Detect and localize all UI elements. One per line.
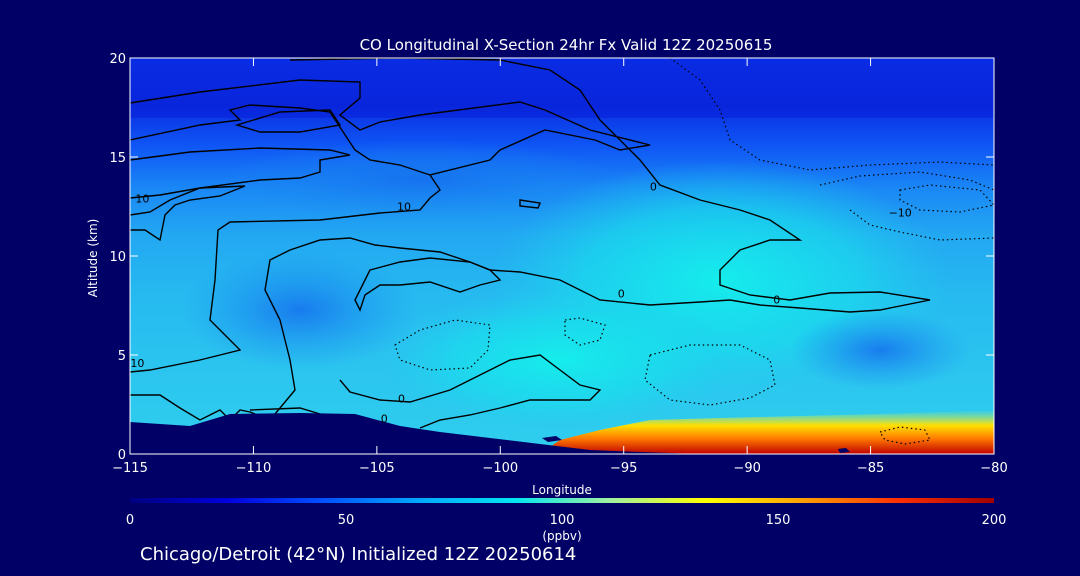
contour-solid <box>130 104 431 176</box>
contour-dotted <box>564 317 606 346</box>
colorbar: 0 50 100 150 200 <box>126 498 1007 528</box>
y-tick-label: 20 <box>109 52 126 67</box>
x-tick-label: −95 <box>610 461 637 476</box>
surface-pollution-layer <box>540 410 994 454</box>
contour-lines-dotted <box>394 58 994 445</box>
terrain <box>130 413 994 454</box>
x-tick-label: −115 <box>112 461 148 476</box>
colorbar-tick-label: 150 <box>766 513 791 528</box>
x-axis-label: Longitude <box>532 483 592 497</box>
contour-solid <box>339 354 602 429</box>
contour-label: −10 <box>889 206 912 219</box>
terrain-bump <box>542 436 562 442</box>
upper-dark-band <box>130 58 994 118</box>
plot-area <box>130 58 994 454</box>
contour-label: 10 <box>135 193 149 206</box>
contour-label: 0 <box>381 412 388 425</box>
y-tick-label: 15 <box>109 151 126 166</box>
footer-caption: Chicago/Detroit (42°N) Initialized 12Z 2… <box>140 544 576 565</box>
blue-region <box>180 250 420 370</box>
contour-label: 10 <box>397 200 411 213</box>
contour-dotted <box>394 319 491 371</box>
contour-label: 0 <box>650 181 657 194</box>
x-tick-label: −80 <box>980 461 1007 476</box>
contour-solid <box>234 109 342 133</box>
contour-solid <box>130 58 931 421</box>
axes <box>129 57 995 455</box>
contour-solid <box>519 199 541 209</box>
colorbar-tick-label: 200 <box>982 513 1007 528</box>
chart-title: CO Longitudinal X-Section 24hr Fx Valid … <box>360 36 773 54</box>
terrain-bump <box>838 448 850 453</box>
colorbar-ramp <box>130 498 994 503</box>
blue-region <box>790 310 970 390</box>
colorbar-tick-label: 100 <box>550 513 575 528</box>
colorbar-units: (ppbv) <box>542 529 581 543</box>
contour-solid <box>130 185 246 242</box>
y-tick-label: 0 <box>118 448 126 463</box>
contour-dotted <box>644 344 776 406</box>
blue-region <box>220 140 620 220</box>
y-tick-label: 5 <box>118 349 126 364</box>
y-tick-label: 10 <box>109 250 126 265</box>
contour-label: 0 <box>773 294 780 307</box>
x-tick-label: −105 <box>359 461 395 476</box>
x-tick-label: −90 <box>733 461 760 476</box>
contour-solid <box>130 79 651 373</box>
contour-solid <box>354 257 502 312</box>
contour-label: 0 <box>618 288 625 301</box>
contour-solid <box>130 147 351 199</box>
x-tick-label: −110 <box>236 461 272 476</box>
x-tick-labels: −115 −110 −105 −100 −95 −90 −85 −80 <box>112 461 1008 476</box>
contour-dotted <box>899 184 994 213</box>
contour-dotted <box>819 171 994 191</box>
colorbar-tick-label: 0 <box>126 513 134 528</box>
x-tick-label: −85 <box>857 461 884 476</box>
contour-label: 0 <box>398 393 405 406</box>
contour-dotted <box>669 58 994 171</box>
colorbar-tick-label: 50 <box>338 513 355 528</box>
y-tick-labels: 0 5 10 15 20 <box>109 52 126 463</box>
cyan-region <box>380 290 740 430</box>
contour-label: 10 <box>130 357 144 370</box>
y-axis-label: Altitude (km) <box>86 219 100 298</box>
x-tick-label: −100 <box>482 461 518 476</box>
